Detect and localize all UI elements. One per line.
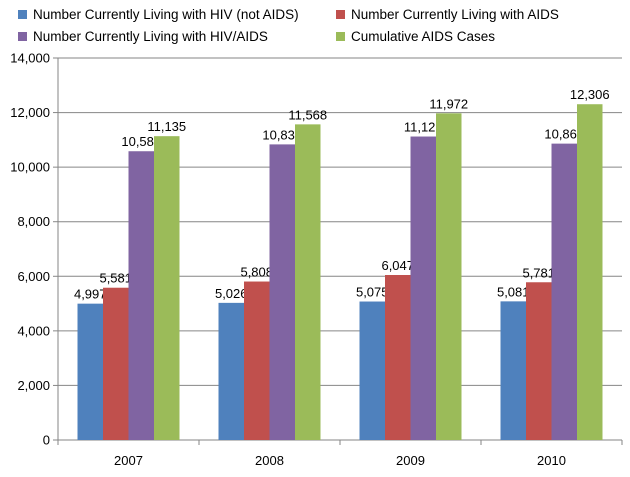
legend-item-cumulative-aids: Cumulative AIDS Cases: [336, 26, 623, 46]
y-tick-label: 12,000: [10, 105, 50, 120]
legend-item-hiv-not-aids: Number Currently Living with HIV (not AI…: [18, 4, 336, 24]
data-label: 11,135: [147, 119, 186, 134]
data-label: 11,972: [429, 96, 468, 111]
data-label: 5,781: [522, 265, 555, 280]
legend-label: Cumulative AIDS Cases: [351, 28, 496, 44]
data-label: 12,306: [570, 87, 610, 102]
data-label: 4,997: [74, 287, 107, 302]
x-tick-label: 2007: [114, 453, 143, 468]
data-label: 5,808: [240, 265, 273, 280]
y-tick-label: 2,000: [17, 378, 50, 393]
bar: [410, 136, 436, 440]
bar: [295, 124, 321, 440]
legend-swatch: [336, 9, 345, 19]
bar: [551, 143, 577, 441]
y-tick-label: 10,000: [10, 160, 50, 175]
bar: [436, 113, 462, 441]
bar: [269, 144, 295, 440]
legend-swatch: [336, 31, 345, 41]
y-tick-label: 4,000: [17, 323, 50, 338]
legend-swatch: [18, 9, 27, 19]
legend-item-hiv-aids: Number Currently Living with HIV/AIDS: [18, 26, 336, 46]
data-label: 11,568: [288, 107, 327, 122]
y-tick-label: 0: [43, 433, 50, 448]
data-label: 5,581: [99, 271, 132, 286]
bar: [359, 301, 385, 440]
y-tick-label: 6,000: [17, 269, 50, 284]
x-tick-label: 2009: [396, 453, 425, 468]
data-label: 10,862: [544, 127, 584, 142]
bar: [526, 282, 552, 440]
bar: [577, 104, 603, 441]
data-label: 10,583: [121, 134, 161, 149]
bar: [218, 302, 244, 440]
y-tick-label: 8,000: [17, 214, 50, 229]
data-label: 5,081: [497, 284, 530, 299]
data-label: 11,122: [404, 120, 443, 135]
legend-label: Number Currently Living with HIV/AIDS: [33, 28, 268, 44]
x-tick-label: 2008: [255, 453, 284, 468]
data-label: 10,834: [262, 127, 302, 142]
bar: [103, 287, 129, 440]
bar: [128, 151, 154, 440]
data-label: 5,026: [215, 286, 248, 301]
data-label: 5,075: [356, 285, 389, 300]
x-tick-label: 2010: [537, 453, 566, 468]
data-label: 6,047: [381, 258, 414, 273]
legend-label: Number Currently Living with HIV (not AI…: [33, 6, 299, 22]
bar: [500, 301, 526, 440]
chart-legend: Number Currently Living with HIV (not AI…: [18, 4, 623, 46]
bar: [154, 136, 180, 440]
legend-swatch: [18, 31, 27, 41]
y-tick-label: 14,000: [10, 51, 50, 66]
bar: [385, 275, 411, 440]
bar: [77, 303, 103, 440]
legend-item-aids: Number Currently Living with AIDS: [336, 4, 623, 24]
bar: [244, 281, 270, 440]
legend-label: Number Currently Living with AIDS: [351, 6, 559, 22]
